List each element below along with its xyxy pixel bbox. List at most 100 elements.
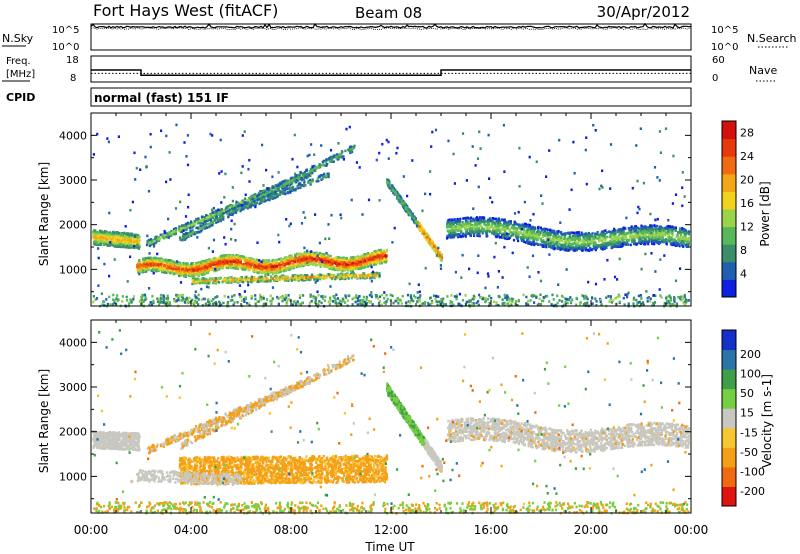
data-cell — [347, 273, 350, 277]
data-cell — [319, 277, 322, 281]
data-cell — [325, 174, 328, 178]
data-cell — [303, 255, 306, 259]
data-cell — [106, 232, 109, 235]
data-cell — [305, 257, 308, 261]
data-cell — [287, 179, 290, 183]
data-cell — [250, 194, 253, 198]
data-cell — [361, 258, 364, 261]
data-cell — [255, 277, 258, 280]
data-cell — [309, 173, 312, 176]
data-cell — [232, 254, 235, 257]
data-cell — [99, 240, 102, 243]
data-cell — [201, 224, 204, 227]
data-cell — [435, 247, 438, 251]
data-cell — [139, 265, 142, 269]
data-cell — [100, 236, 103, 239]
data-cell — [323, 164, 326, 167]
data-cell — [377, 251, 380, 254]
data-cell — [199, 229, 203, 233]
data-cell — [272, 186, 275, 189]
data-cell — [250, 275, 253, 279]
data-cell — [358, 265, 361, 268]
nave-label: Nave — [749, 64, 777, 77]
data-cell — [239, 207, 242, 210]
data-cell — [199, 226, 202, 230]
data-cell — [325, 274, 329, 277]
data-cell — [288, 180, 291, 183]
data-cell — [199, 269, 202, 272]
data-cell — [309, 256, 312, 260]
data-cell — [278, 193, 281, 197]
data-cell — [154, 268, 157, 272]
data-cell — [178, 271, 181, 274]
data-cell — [332, 274, 335, 277]
data-cell — [409, 210, 412, 213]
data-cell — [125, 235, 128, 239]
data-cell — [343, 262, 346, 265]
data-cell — [300, 177, 303, 180]
data-cell — [234, 208, 237, 212]
data-cell — [204, 263, 207, 266]
data-cell — [214, 217, 217, 221]
data-cell — [363, 272, 366, 275]
data-cell — [183, 270, 186, 273]
data-cell — [139, 263, 142, 267]
data-cell — [109, 244, 112, 247]
data-cell — [427, 235, 430, 239]
data-cell — [414, 217, 417, 220]
data-cell — [102, 240, 105, 244]
data-cell — [320, 178, 323, 181]
data-cell — [302, 172, 305, 175]
data-cell — [240, 208, 243, 211]
data-cell — [242, 263, 245, 266]
data-cell — [210, 216, 213, 219]
data-cell — [344, 273, 347, 276]
data-cell — [237, 280, 240, 283]
data-cell — [213, 280, 216, 284]
data-cell — [229, 206, 232, 210]
data-cell — [112, 233, 115, 236]
data-cell — [279, 259, 282, 262]
data-cell — [191, 231, 194, 234]
data-cell — [192, 266, 195, 269]
data-cell — [373, 252, 376, 255]
data-cell — [165, 232, 168, 235]
data-cell — [310, 273, 314, 277]
frequency-panel: Freq. [MHz] 18 8 60 0 Nave — [2, 55, 777, 84]
data-cell — [215, 221, 218, 224]
data-cell — [291, 178, 294, 182]
data-cell — [150, 241, 153, 244]
data-cell — [143, 264, 146, 268]
data-cell — [342, 274, 345, 277]
data-cell — [276, 184, 279, 188]
data-cell — [120, 233, 123, 236]
data-cell — [413, 220, 416, 223]
data-cell — [136, 265, 139, 269]
data-cell — [315, 255, 318, 259]
data-cell — [200, 221, 203, 225]
data-cell — [227, 276, 230, 280]
data-cell — [243, 259, 247, 262]
data-cell — [264, 265, 268, 269]
data-cell — [223, 279, 226, 282]
data-cell — [302, 262, 305, 265]
data-cell — [170, 266, 173, 270]
data-cell — [304, 173, 307, 176]
data-cell — [300, 264, 303, 267]
data-cell — [157, 257, 160, 261]
data-cell — [422, 230, 425, 233]
data-cell — [301, 264, 304, 268]
data-cell — [277, 257, 280, 261]
data-cell — [197, 273, 200, 277]
data-cell — [244, 262, 247, 266]
data-cell — [337, 261, 340, 264]
data-cell — [97, 234, 100, 237]
data-cell — [216, 262, 220, 266]
data-cell — [610, 231, 613, 234]
data-cell — [350, 256, 353, 259]
data-cell — [151, 265, 155, 268]
data-cell — [370, 264, 373, 267]
data-cell — [111, 241, 114, 245]
data-cell — [188, 274, 191, 277]
data-cell — [318, 263, 321, 266]
